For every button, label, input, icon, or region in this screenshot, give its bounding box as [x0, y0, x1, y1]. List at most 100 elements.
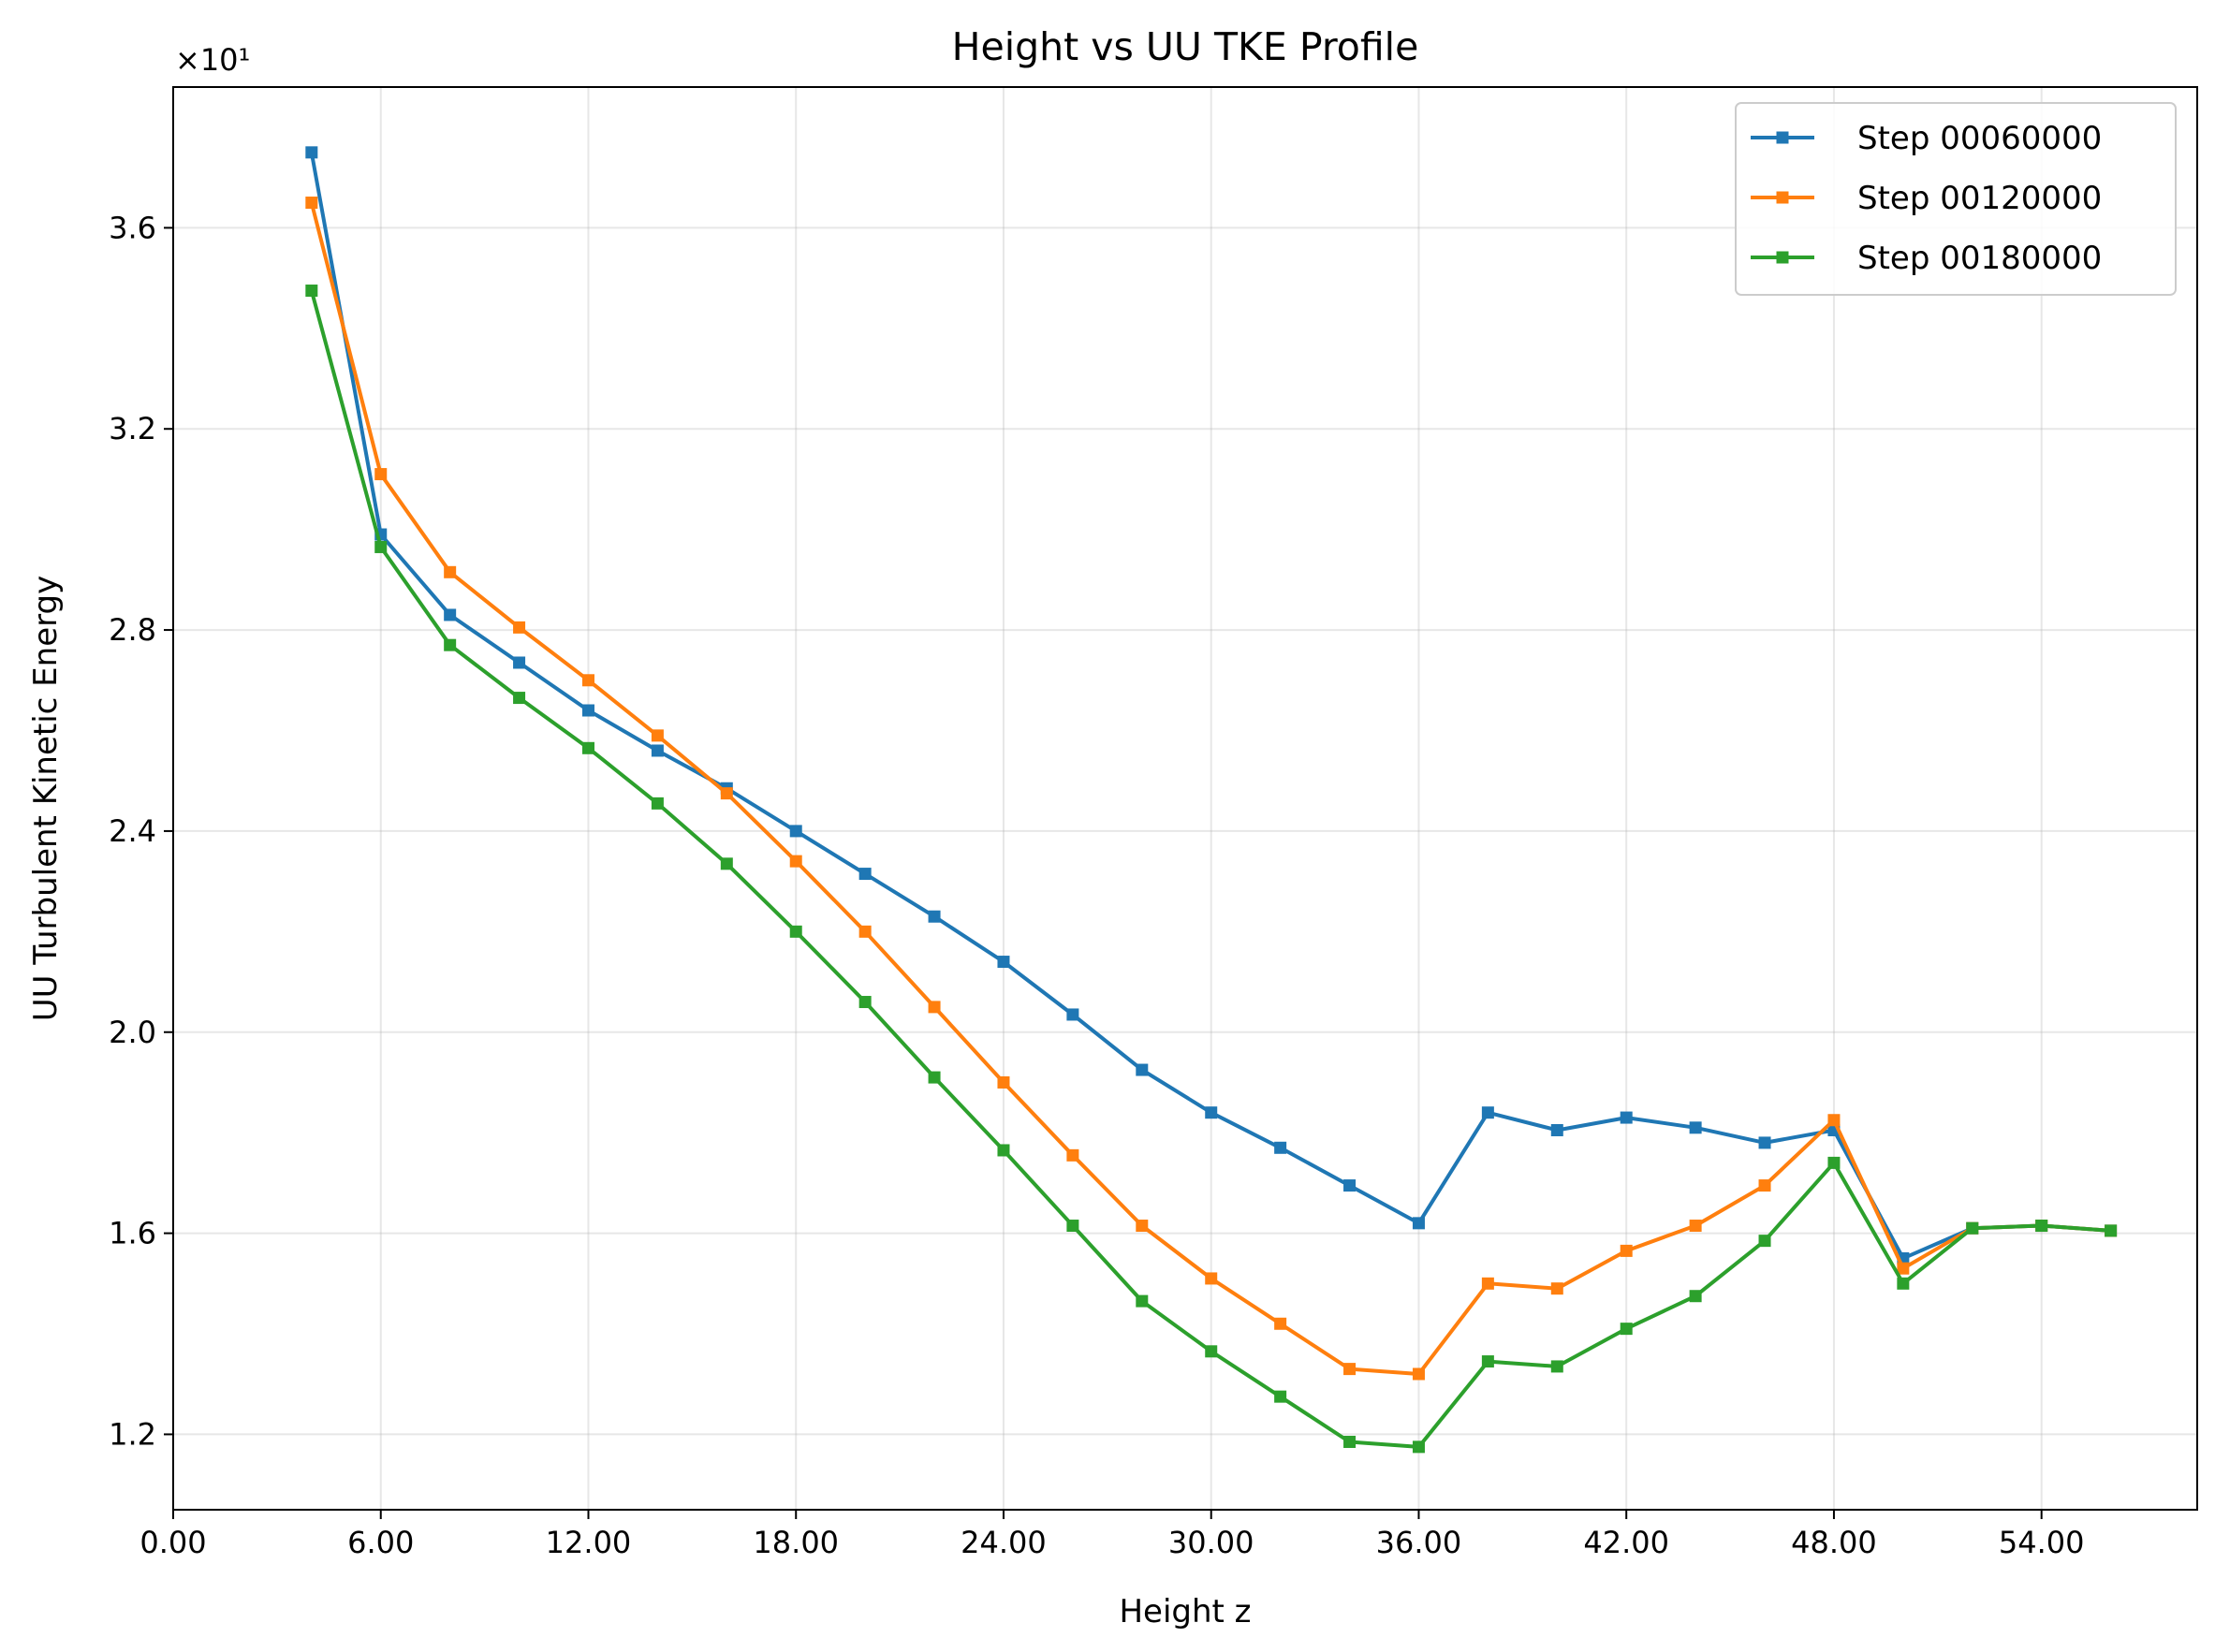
- data-point: [305, 146, 318, 159]
- y-tick-label: 3.2: [109, 411, 156, 446]
- data-point: [581, 674, 594, 687]
- series-layer: [305, 146, 2118, 1454]
- legend-swatch-marker: [1776, 191, 1789, 204]
- data-point: [513, 656, 526, 669]
- chart-title: Height vs UU TKE Profile: [952, 24, 1419, 69]
- y-tick-label: 2.8: [109, 612, 156, 648]
- data-point: [1758, 1235, 1771, 1248]
- data-point: [1758, 1136, 1771, 1149]
- legend-label: Step 00180000: [1857, 240, 2102, 277]
- x-tick-label: 24.00: [961, 1525, 1047, 1560]
- data-point: [651, 729, 664, 742]
- x-tick-label: 54.00: [1999, 1525, 2085, 1560]
- data-point: [720, 787, 733, 800]
- data-point: [444, 565, 457, 578]
- y-axis-label: UU Turbulent Kinetic Energy: [27, 576, 65, 1021]
- data-point: [1205, 1106, 1218, 1119]
- data-point: [858, 925, 872, 938]
- data-point: [1689, 1290, 1702, 1303]
- plot-frame: [172, 86, 2198, 1511]
- data-point: [444, 608, 457, 621]
- data-point: [1827, 1114, 1841, 1127]
- data-point: [581, 704, 594, 717]
- data-point: [1412, 1367, 1425, 1381]
- data-point: [374, 468, 388, 481]
- y-tick-label: 1.6: [109, 1216, 156, 1251]
- x-axis-label: Height z: [1119, 1593, 1251, 1630]
- data-point: [720, 857, 733, 870]
- data-point: [2035, 1220, 2048, 1233]
- legend-box: [1735, 102, 2177, 296]
- legend-label: Step 00120000: [1857, 180, 2102, 217]
- legend: Step 00060000 Step 00120000 Step 00180000: [1735, 102, 2177, 296]
- data-point: [305, 285, 318, 298]
- data-point: [1274, 1317, 1287, 1330]
- data-point: [1550, 1282, 1563, 1295]
- data-point: [1550, 1123, 1563, 1136]
- x-tick-label: 0.00: [139, 1525, 206, 1560]
- data-point: [1481, 1355, 1494, 1368]
- x-tick-label: 12.00: [546, 1525, 632, 1560]
- data-point: [928, 1001, 941, 1014]
- data-point: [858, 868, 872, 881]
- data-point: [1343, 1179, 1357, 1192]
- data-point: [1412, 1217, 1425, 1230]
- y-tick-label: 1.2: [109, 1416, 156, 1452]
- series-1: [305, 146, 2118, 1265]
- data-point: [1274, 1141, 1287, 1154]
- data-point: [858, 996, 872, 1009]
- legend-label: Step 00060000: [1857, 120, 2102, 157]
- data-point: [1481, 1277, 1494, 1290]
- data-point: [997, 1075, 1010, 1089]
- data-point: [1620, 1244, 1633, 1257]
- data-point: [1066, 1008, 1079, 1021]
- data-point: [1689, 1220, 1702, 1233]
- series-2: [305, 197, 2118, 1381]
- data-point: [1343, 1363, 1357, 1376]
- data-point: [305, 197, 318, 210]
- data-point: [1481, 1106, 1494, 1119]
- x-tick-label: 6.00: [347, 1525, 414, 1560]
- data-point: [1343, 1435, 1357, 1448]
- data-point: [513, 692, 526, 705]
- legend-item: Step 00060000: [1751, 120, 2102, 157]
- data-point: [1827, 1156, 1841, 1169]
- data-point: [1966, 1221, 1979, 1235]
- data-point: [1620, 1111, 1633, 1124]
- series-3: [305, 285, 2118, 1454]
- legend-item: Step 00180000: [1751, 240, 2102, 277]
- data-point: [789, 855, 802, 868]
- data-point: [1274, 1390, 1287, 1403]
- x-tick-label: 36.00: [1376, 1525, 1462, 1560]
- data-point: [928, 910, 941, 923]
- data-point: [1897, 1262, 1910, 1275]
- data-point: [651, 797, 664, 810]
- grid: [172, 87, 2197, 1510]
- data-point: [1205, 1272, 1218, 1285]
- x-tick-label: 30.00: [1168, 1525, 1254, 1560]
- data-point: [1136, 1294, 1149, 1308]
- data-point: [1412, 1440, 1425, 1454]
- data-point: [1897, 1277, 1910, 1290]
- data-point: [444, 638, 457, 651]
- data-point: [1205, 1345, 1218, 1358]
- data-point: [928, 1071, 941, 1084]
- data-point: [1758, 1179, 1771, 1192]
- data-point: [789, 825, 802, 838]
- data-point: [997, 1144, 1010, 1157]
- data-point: [789, 925, 802, 938]
- data-point: [1136, 1063, 1149, 1076]
- data-point: [2105, 1224, 2118, 1237]
- legend-swatch-marker: [1776, 251, 1789, 264]
- y-tick-label: 2.0: [109, 1015, 156, 1050]
- y-axis-multiplier: ×10¹: [175, 42, 250, 78]
- y-tick-label: 3.6: [109, 210, 156, 245]
- x-tick-label: 18.00: [753, 1525, 839, 1560]
- data-point: [581, 741, 594, 754]
- legend-items: Step 00060000 Step 00120000 Step 00180000: [1751, 120, 2102, 277]
- x-tick-label: 48.00: [1791, 1525, 1877, 1560]
- legend-swatch-marker: [1776, 131, 1789, 144]
- data-point: [513, 621, 526, 634]
- data-point: [1066, 1220, 1079, 1233]
